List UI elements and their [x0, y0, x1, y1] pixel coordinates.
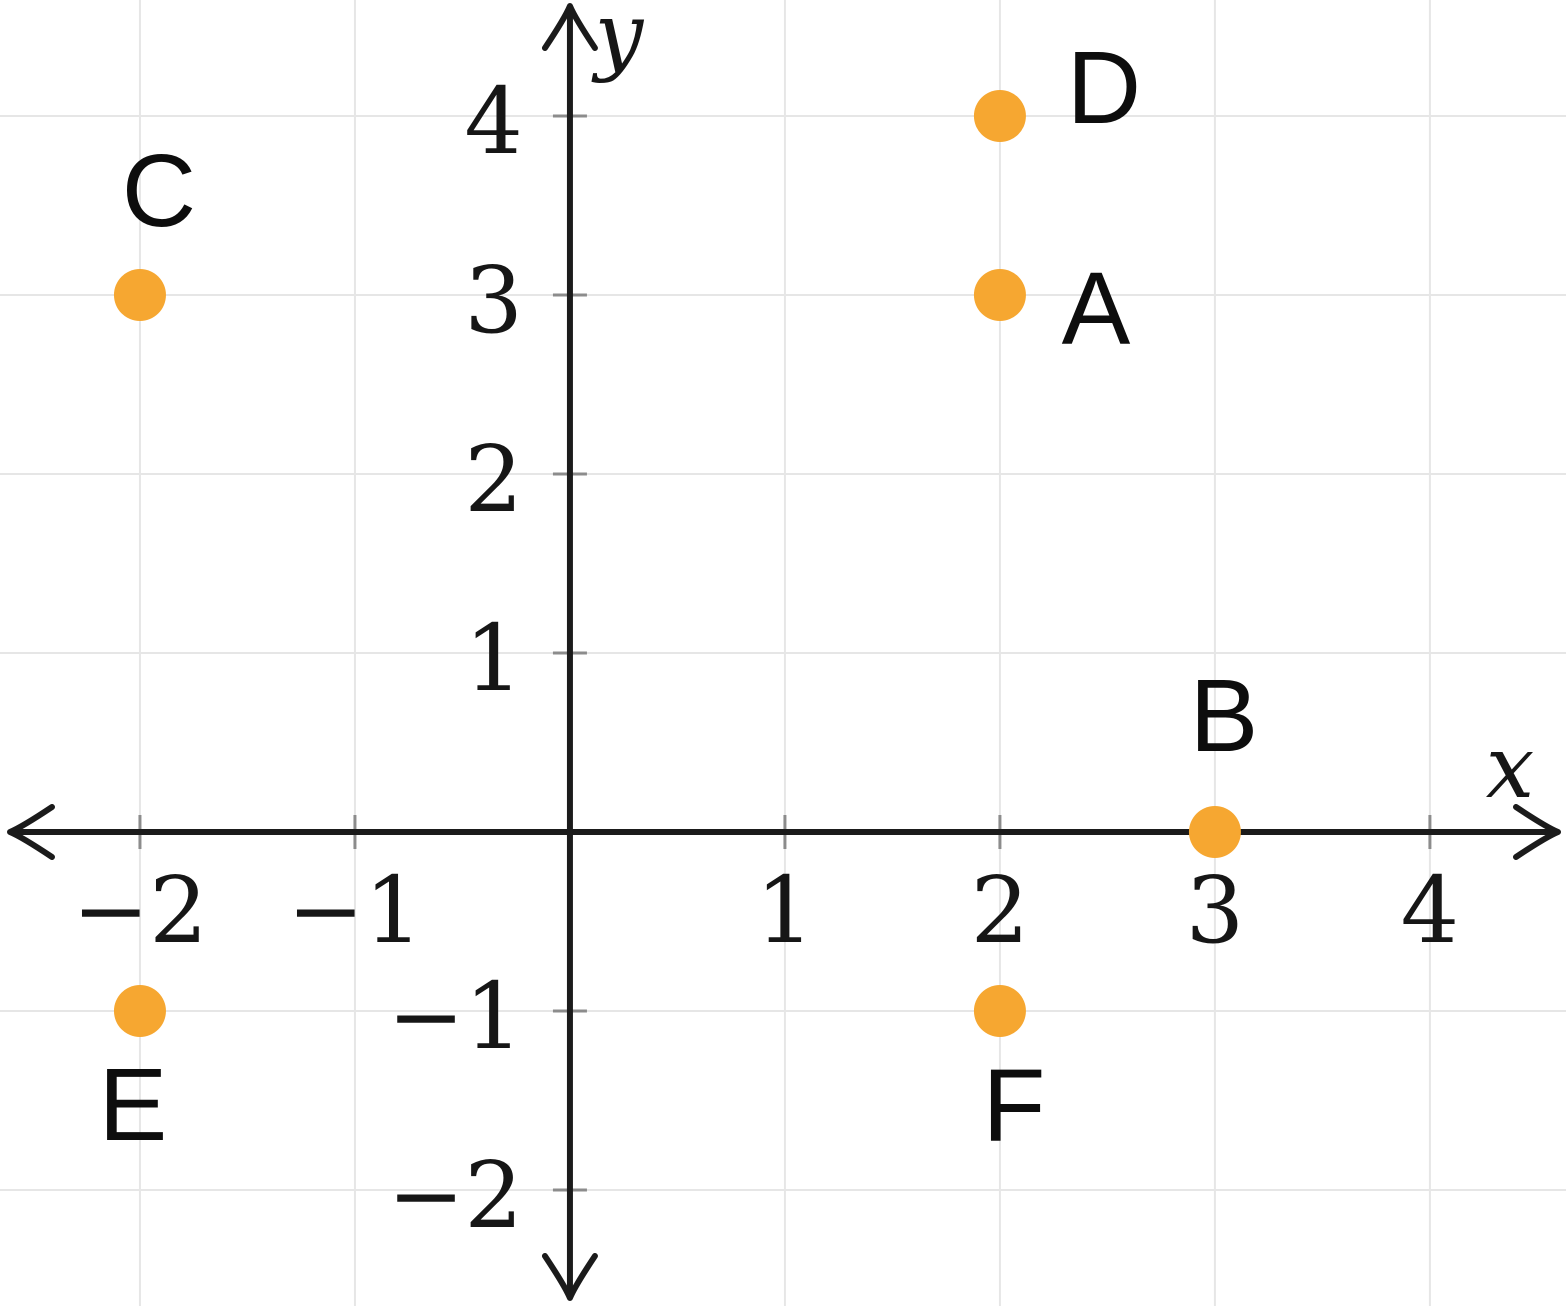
y-tick-label-2: 2 [464, 426, 523, 533]
y-tick-label--2: −2 [387, 1142, 523, 1249]
y-axis-label: y [591, 0, 645, 85]
x-tick-label-4: 4 [1401, 857, 1460, 964]
y-tick-label--1: −1 [387, 963, 523, 1070]
x-tick-label-1: 1 [756, 857, 815, 964]
data-point-C [113, 268, 166, 321]
x-axis-arrow-right [1513, 804, 1561, 861]
point-label-F: F [982, 1048, 1045, 1163]
data-point-A [973, 268, 1026, 321]
point-label-D: D [1067, 30, 1141, 145]
x-axis-arrow-left [7, 804, 55, 861]
y-tick-label-4: 4 [464, 68, 523, 175]
point-label-B: B [1190, 658, 1259, 773]
point-label-E: E [99, 1047, 168, 1162]
y-axis-arrow-down [541, 1253, 598, 1301]
y-tick-label-1: 1 [464, 605, 523, 712]
x-axis-label: x [1486, 718, 1535, 818]
point-label-C: C [122, 133, 196, 248]
data-point-E [113, 985, 166, 1038]
x-tick-label-3: 3 [1186, 857, 1245, 964]
x-tick-label-2: 2 [971, 857, 1030, 964]
y-tick-label-3: 3 [464, 247, 523, 354]
x-tick-label--2: −2 [72, 857, 208, 964]
x-tick-label--1: −1 [287, 857, 423, 964]
data-point-F [973, 985, 1026, 1038]
data-point-D [973, 89, 1026, 142]
data-point-B [1188, 806, 1241, 859]
y-axis-arrow-up [541, 3, 598, 51]
point-label-A: A [1062, 251, 1131, 366]
